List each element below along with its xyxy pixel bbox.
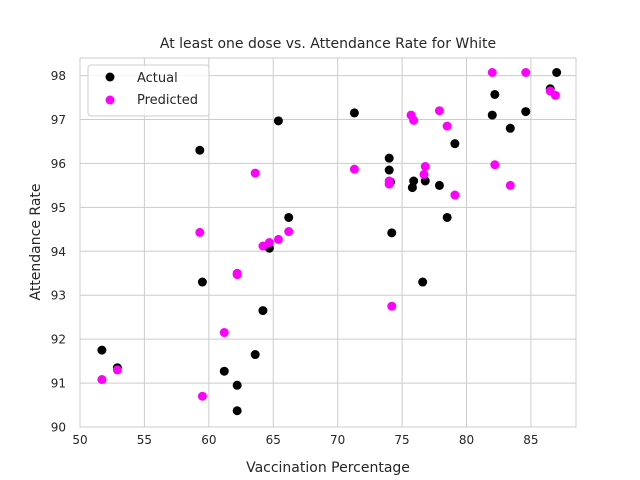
data-points <box>97 67 562 416</box>
predicted-point <box>490 160 500 170</box>
legend-box <box>87 64 210 117</box>
predicted-point <box>264 238 274 247</box>
x-tick-label: 85 <box>523 433 538 447</box>
x-tick-label: 55 <box>137 433 152 447</box>
actual-point <box>197 277 207 287</box>
y-tick-label: 92 <box>51 333 66 347</box>
actual-point <box>521 107 531 117</box>
predicted-point <box>284 227 294 237</box>
predicted-point <box>387 301 397 311</box>
actual-point <box>442 212 452 222</box>
predicted-point <box>434 106 444 116</box>
predicted-point <box>450 190 460 200</box>
x-tick-label: 50 <box>72 433 87 447</box>
predicted-point <box>419 169 429 179</box>
tick-labels: 50 55 60 65 70 75 80 85 90 91 92 93 94 95 96 97 98 <box>51 69 539 447</box>
predicted-point <box>550 90 560 100</box>
predicted-point <box>420 162 430 172</box>
actual-point <box>505 123 515 133</box>
predicted-point <box>505 180 515 190</box>
predicted-point <box>409 115 419 125</box>
series-predicted <box>97 67 560 401</box>
actual-point <box>552 67 562 77</box>
predicted-point <box>273 234 283 244</box>
actual-point <box>387 228 397 238</box>
legend-marker-actual <box>105 72 115 82</box>
y-tick-label: 95 <box>51 201 66 215</box>
y-tick-label: 91 <box>51 377 66 391</box>
y-tick-label: 94 <box>51 245 66 259</box>
predicted-point <box>112 365 122 375</box>
actual-point <box>384 165 394 175</box>
actual-point <box>232 380 242 390</box>
y-tick-label: 93 <box>51 289 66 303</box>
actual-point <box>418 277 428 287</box>
x-tick-label: 60 <box>201 433 216 447</box>
predicted-point <box>195 227 205 237</box>
actual-point <box>232 406 242 416</box>
actual-point <box>434 180 444 190</box>
predicted-point <box>384 176 394 186</box>
y-tick-label: 98 <box>51 69 66 83</box>
predicted-point <box>521 67 531 77</box>
actual-point <box>258 306 268 316</box>
x-tick-label: 70 <box>330 433 345 447</box>
chart-title: At least one dose vs. Attendance Rate fo… <box>160 36 496 52</box>
actual-point <box>97 345 107 355</box>
predicted-point <box>97 375 107 385</box>
series-actual <box>97 67 562 416</box>
actual-point <box>195 145 205 155</box>
y-tick-label: 90 <box>51 421 66 435</box>
actual-point <box>250 350 260 360</box>
actual-point <box>450 139 460 149</box>
actual-point <box>284 212 294 222</box>
legend: Actual Predicted <box>87 64 210 117</box>
actual-point <box>219 366 229 376</box>
x-axis-label: Vaccination Percentage <box>246 460 410 476</box>
actual-point <box>273 116 283 126</box>
actual-point <box>384 153 394 163</box>
actual-point <box>490 89 500 99</box>
legend-label-actual: Actual <box>137 71 178 86</box>
predicted-point <box>250 168 260 178</box>
predicted-point <box>197 391 207 401</box>
predicted-point <box>219 328 229 338</box>
y-axis-label: Attendance Rate <box>28 184 44 301</box>
predicted-point <box>349 164 359 174</box>
y-tick-label: 96 <box>51 157 66 171</box>
predicted-point <box>232 270 242 280</box>
x-tick-label: 65 <box>266 433 281 447</box>
y-tick-label: 97 <box>51 113 66 127</box>
x-tick-label: 80 <box>459 433 474 447</box>
plot-frame <box>79 57 577 428</box>
predicted-point <box>487 67 497 77</box>
legend-label-predicted: Predicted <box>137 93 198 108</box>
legend-marker-predicted <box>105 95 115 105</box>
x-tick-label: 75 <box>394 433 409 447</box>
actual-point <box>349 108 359 118</box>
actual-point <box>487 110 497 120</box>
predicted-point <box>442 121 452 131</box>
grid <box>79 58 576 428</box>
actual-point <box>409 176 419 186</box>
